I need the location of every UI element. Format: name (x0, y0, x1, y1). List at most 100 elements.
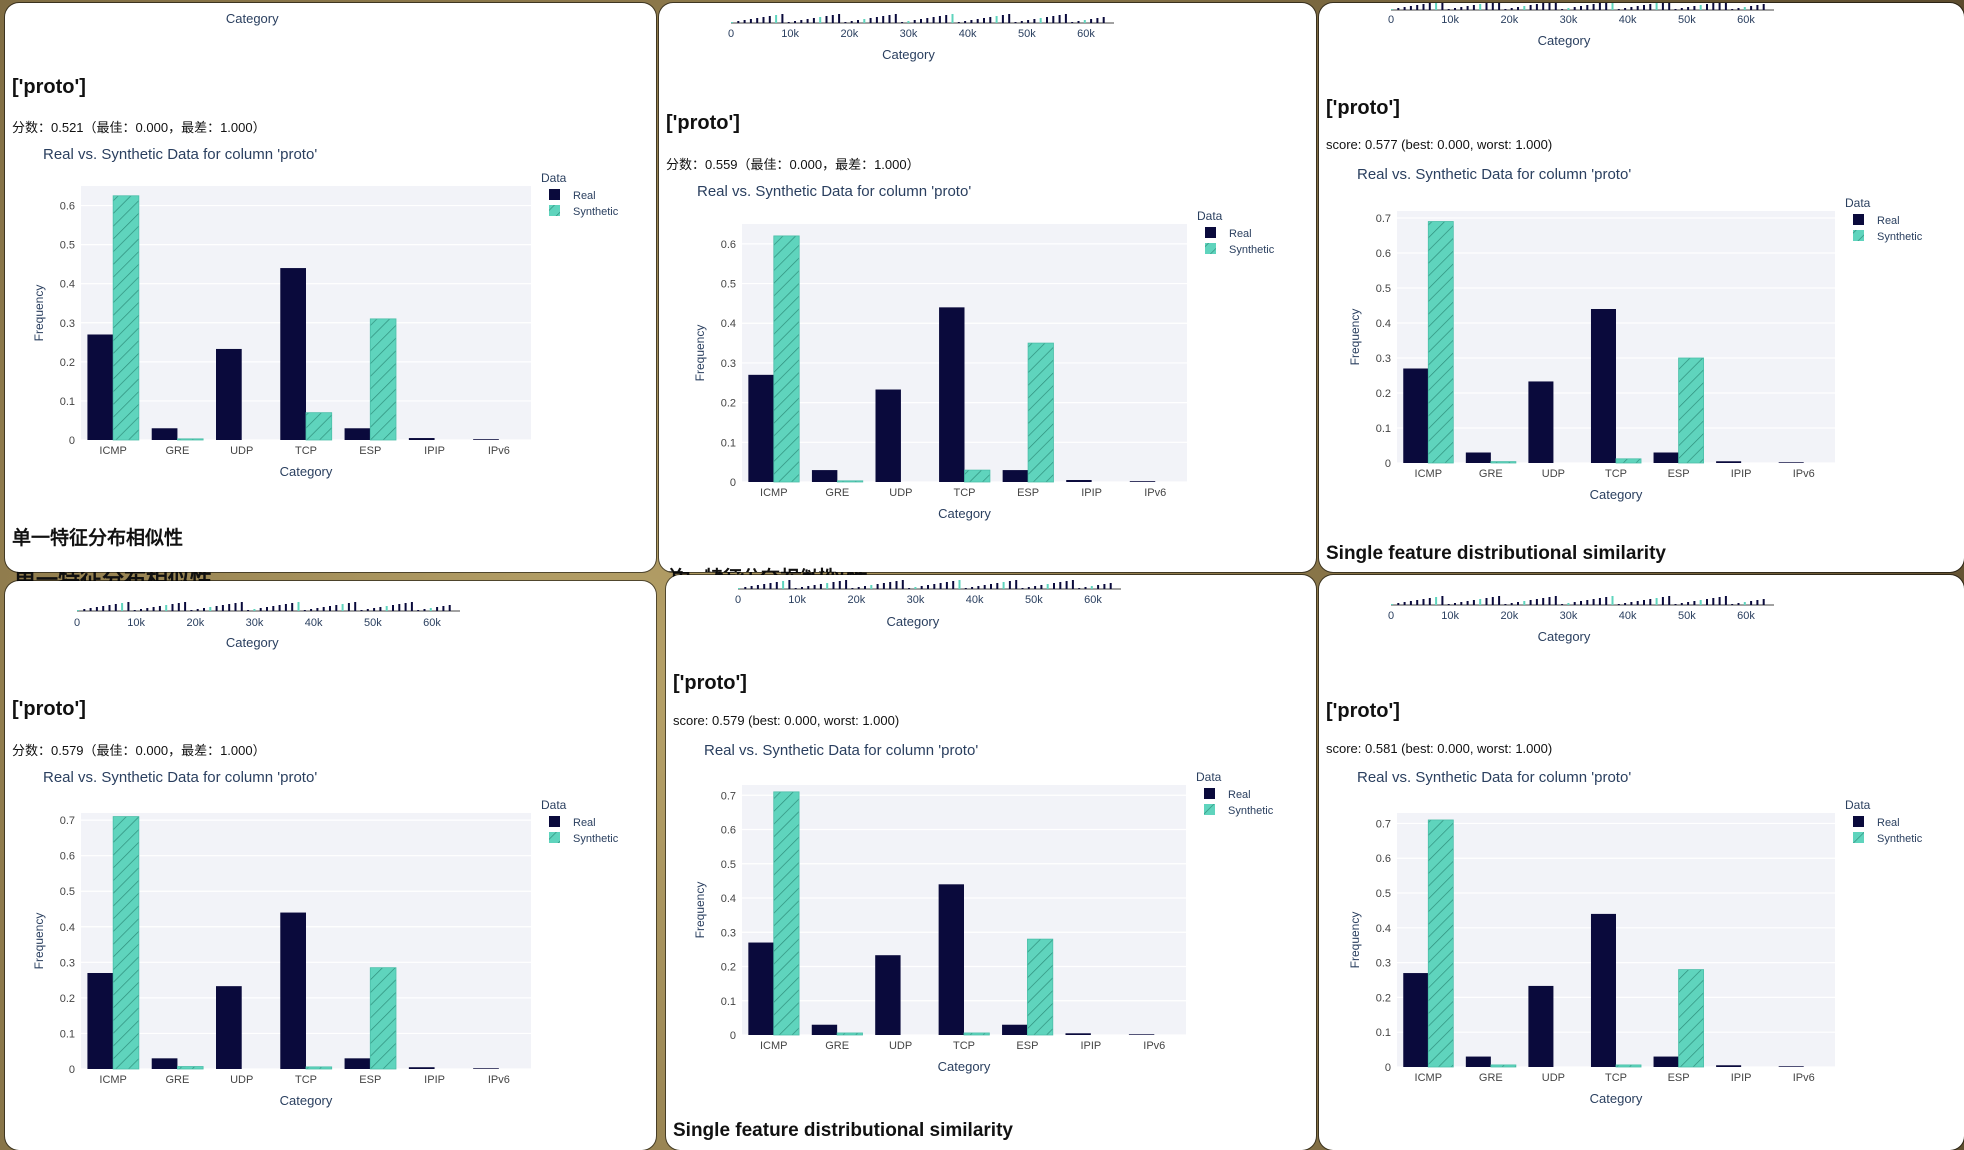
legend-label-real: Real (573, 190, 596, 202)
mini-chart-bar (819, 584, 822, 589)
mini-chart-bar (920, 19, 922, 23)
mini-chart-bar (895, 581, 898, 589)
mini-chart-bar (933, 584, 936, 589)
mini-chart-bar (920, 586, 923, 589)
x-tick-label: IPIP (424, 1074, 445, 1086)
mini-chart-bar (1724, 596, 1727, 605)
mini-chart-bar (127, 602, 130, 611)
legend-label-synthetic: Synthetic (573, 833, 619, 845)
x-tick-label: UDP (889, 1040, 912, 1052)
mini-chart-bar (869, 18, 872, 23)
mini-chart-bar (945, 15, 948, 23)
bar-real-gre (811, 1024, 838, 1035)
y-tick-label: 0.4 (721, 893, 736, 905)
y-tick-label: 0.1 (60, 396, 75, 408)
mini-chart-bar (1485, 3, 1488, 10)
legend-swatch-real (1204, 788, 1215, 799)
bar-synthetic-esp (1678, 357, 1705, 464)
mini-chart-bar (1053, 583, 1055, 589)
chart-panel[interactable]: 0 0.1 0.2 0.3 0.4 0.5 0.6 ICMP GRE UDP TCP ESP IPIP I… (5, 3, 656, 572)
mini-chart-bar (1071, 580, 1074, 589)
mini-chart-bar (177, 603, 180, 611)
mini-chart-bar (1624, 8, 1627, 10)
mini-chart-bar (838, 581, 841, 589)
legend-label-synthetic: Synthetic (1877, 833, 1923, 845)
x-tick-label: GRE (1479, 468, 1503, 480)
mini-chart-xlabel: Category (1537, 33, 1591, 48)
mini-chart-bar (1750, 601, 1753, 605)
mini-chart-bar (801, 587, 803, 589)
panel-heading: ['proto'] (12, 76, 86, 98)
mini-chart-bar (1655, 598, 1658, 605)
mini-chart-bar (951, 14, 954, 23)
bar-real-tcp (939, 307, 965, 482)
mini-chart-tick-label: 50k (1025, 594, 1043, 606)
bar-synthetic-tcp (1615, 1064, 1642, 1068)
mini-chart-bar (782, 581, 785, 589)
chart-title: Real vs. Synthetic Data for column 'prot… (43, 146, 318, 163)
mini-chart-bar (838, 14, 841, 23)
bar-real-udp (1528, 985, 1554, 1067)
bar-real-ipip (408, 438, 435, 440)
chart-panel[interactable]: 0 10k 20k 30k 40k 50k 60k 0 0.1 0.2 0.3 0.4 0.5 0.6 0.… (666, 575, 1316, 1150)
mini-chart-bar (1109, 583, 1112, 589)
mini-chart-bar (1498, 596, 1501, 605)
mini-chart-bar (1454, 8, 1456, 10)
mini-chart-bar (1435, 3, 1438, 10)
mini-chart-bar (1731, 604, 1734, 605)
mini-chart-tick-label: 60k (423, 617, 441, 629)
bar-synthetic-icmp (112, 816, 140, 1070)
mini-chart-bar (1554, 3, 1557, 10)
bar-synthetic-gre (177, 438, 204, 441)
chart-panel[interactable]: 0 10k 20k 30k 40k 50k 60k 0 0.1 0.2 0.3 0.4 0.5 0.6 0.… (1319, 575, 1964, 1150)
chart-panel[interactable]: 0 10k 20k 30k 40k 50k 60k 0 0.1 0.2 0.3 0.4 0.5 0.6 0.… (5, 581, 656, 1150)
legend-label-synthetic: Synthetic (573, 206, 619, 218)
mini-chart-bar (1391, 604, 1393, 605)
mini-chart-bar (1706, 599, 1708, 605)
x-tick-label: UDP (889, 487, 912, 499)
mini-chart-bar (1743, 7, 1746, 10)
y-axis-title: Frequency (1348, 309, 1362, 366)
bar-real-gre (151, 428, 178, 440)
mini-chart-bar (1008, 14, 1011, 23)
bar-real-icmp (748, 942, 774, 1035)
mini-chart-bar (1706, 4, 1708, 10)
bar-real-ipv6 (1778, 462, 1804, 463)
mini-chart-bar (913, 20, 916, 23)
mini-chart-tick-label: 40k (959, 28, 977, 40)
mini-chart-bar (184, 602, 187, 611)
mini-chart-bar (1078, 588, 1081, 589)
y-axis-title: Frequency (1348, 912, 1362, 969)
mini-chart-bar (1680, 603, 1683, 605)
chart-panel[interactable]: 0 10k 20k 30k 40k 50k 60k 0 0.1 0.2 0.3 0.4 0.5 0.6 0.… (1319, 3, 1964, 572)
mini-chart-bar (1409, 6, 1412, 10)
mini-chart-bar (322, 607, 325, 611)
mini-chart-bar (341, 604, 344, 611)
x-tick-label: ESP (1017, 487, 1039, 499)
mini-chart-bar (1447, 9, 1450, 10)
y-axis-title: Frequency (32, 285, 46, 342)
bar-synthetic-esp (1678, 969, 1705, 1068)
mini-chart-bar (1687, 602, 1690, 605)
mini-chart-bar (989, 17, 992, 23)
section-heading: Single feature distributional similarity (1326, 543, 1666, 564)
mini-chart-bar (1046, 17, 1048, 23)
x-tick-label: UDP (230, 1074, 253, 1086)
chart-panel[interactable]: 0 10k 20k 30k 40k 50k 60k 0 0.1 0.2 0.3 0.4 0.5 0.6 IC… (659, 3, 1316, 572)
mini-chart-bar (977, 586, 980, 589)
y-tick-label: 0.2 (1376, 992, 1391, 1004)
mini-chart-bar (1454, 603, 1456, 605)
mini-chart-bar (1491, 597, 1494, 605)
bar-synthetic-tcp (305, 1066, 333, 1070)
mini-chart-bar (1643, 600, 1645, 605)
mini-chart-bar (1008, 581, 1011, 589)
mini-chart-xlabel: Category (882, 47, 935, 62)
mini-chart-bar (1743, 602, 1746, 605)
bar-real-icmp (87, 334, 114, 440)
mini-chart-tick-label: 30k (1560, 14, 1578, 26)
mini-chart-bar (1573, 7, 1576, 10)
mini-chart-bar (196, 609, 199, 611)
mini-chart-bar (1441, 3, 1444, 10)
mini-chart-bar (1466, 6, 1469, 10)
mini-chart-bar (1103, 584, 1106, 589)
